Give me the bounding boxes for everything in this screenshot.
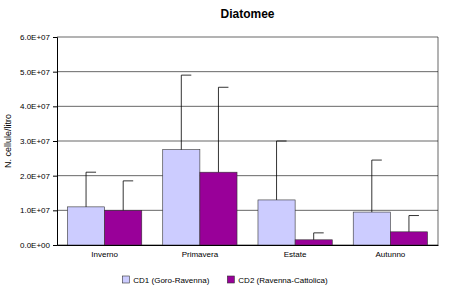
error-bar-cap: [123, 180, 133, 181]
y-tick: 5.0E+07: [20, 68, 57, 77]
y-axis-label: N. cellule/litro: [3, 114, 13, 168]
y-tick-label: 2.0E+07: [20, 172, 51, 181]
error-bar-stem: [181, 75, 182, 150]
y-tick-mark: [53, 106, 57, 107]
x-tick-label: Estate: [284, 250, 307, 259]
error-bar: [409, 216, 419, 232]
error-bar-cap: [181, 75, 191, 76]
y-tick: 0.0E+00: [20, 241, 57, 250]
legend-item: CD1 (Goro-Ravenna): [122, 276, 209, 285]
grid-line: [57, 71, 438, 72]
y-axis-line: [53, 38, 58, 246]
error-bar-stem: [371, 160, 372, 212]
legend-label: CD2 (Ravenna-Cattolica): [238, 276, 328, 285]
plot: 0.0E+00 1.0E+07 2.0E+07 3.0E+07 4.0E+07 5.0E+…: [20, 33, 439, 259]
y-tick: 6.0E+07: [20, 33, 57, 42]
y-tick-label: 4.0E+07: [20, 102, 51, 111]
series: [67, 75, 390, 245]
y-tick-mark: [53, 176, 57, 177]
legend-swatch: [227, 276, 234, 283]
error-bar: [123, 181, 133, 210]
error-bar: [314, 233, 324, 240]
title: Diatomee: [220, 7, 274, 21]
legend-item: CD2 (Ravenna-Cattolica): [227, 276, 328, 285]
x-tick: Autunno: [375, 245, 405, 259]
error-bar: [372, 160, 382, 212]
bar: [67, 207, 104, 245]
bar: [258, 200, 295, 245]
error-bar-cap: [86, 172, 96, 173]
x-axis-line: [58, 245, 439, 246]
error-bar-stem: [86, 172, 87, 207]
error-bar-cap: [372, 160, 382, 161]
grid-line: [57, 37, 438, 38]
y-tick: 4.0E+07: [20, 102, 57, 111]
legend: CD1 (Goro-Ravenna) CD2 (Ravenna-Cattolica…: [122, 276, 328, 285]
x-tick-label: Autunno: [375, 250, 405, 259]
chart: Diatomee N. cellule/litro 0.0E+00 1.0E+07 2.…: [0, 0, 450, 295]
y-tick-label: 3.0E+07: [20, 137, 51, 146]
y-tick-label: 5.0E+07: [20, 68, 51, 77]
y-tick-label: 1.0E+07: [20, 206, 51, 215]
series: [105, 87, 428, 245]
x-axis: Inverno Primavera Estate Autunno: [58, 245, 439, 259]
error-bar-stem: [276, 141, 277, 200]
y-tick-mark: [53, 245, 57, 246]
y-tick-mark: [53, 37, 57, 38]
y-tick: 2.0E+07: [20, 172, 57, 181]
y-tick-mark: [53, 141, 57, 142]
y-tick-label: 0.0E+00: [20, 241, 51, 250]
error-bar: [181, 75, 191, 150]
bar: [353, 212, 390, 245]
y-axis: 0.0E+00 1.0E+07 2.0E+07 3.0E+07 4.0E+07 5.0E+…: [20, 33, 58, 250]
y-tick-mark: [53, 210, 57, 211]
plot-frame: [438, 37, 439, 245]
error-bar-cap: [409, 215, 419, 216]
grid: [57, 37, 438, 245]
error-bar-stem: [123, 181, 124, 210]
legend-swatch: [122, 276, 129, 283]
x-tick: Estate: [284, 245, 307, 259]
bar: [105, 210, 142, 245]
y-tick: 3.0E+07: [20, 137, 57, 146]
error-bar-cap: [277, 141, 287, 142]
error-bar-cap: [218, 87, 228, 88]
legend-label: CD1 (Goro-Ravenna): [133, 276, 209, 285]
error-bar: [277, 141, 287, 200]
bar: [390, 232, 427, 245]
error-bar: [86, 172, 96, 207]
grid-line: [57, 141, 438, 142]
error-bar-stem: [313, 233, 314, 240]
bar: [295, 240, 332, 245]
marks: [67, 75, 427, 245]
y-tick: 1.0E+07: [20, 206, 57, 215]
x-tick: Inverno: [91, 245, 118, 259]
error-bar-cap: [314, 232, 324, 233]
y-tick-label: 6.0E+07: [20, 33, 51, 42]
grid-line: [57, 106, 438, 107]
error-bar-stem: [408, 216, 409, 232]
y-tick-mark: [53, 72, 57, 73]
x-tick: Primavera: [182, 245, 219, 259]
grid-line: [57, 175, 438, 176]
bar: [200, 172, 237, 245]
error-bar-stem: [218, 87, 219, 172]
error-bar: [218, 87, 228, 172]
x-tick-label: Primavera: [182, 250, 219, 259]
bar: [163, 150, 200, 245]
x-tick-label: Inverno: [91, 250, 118, 259]
